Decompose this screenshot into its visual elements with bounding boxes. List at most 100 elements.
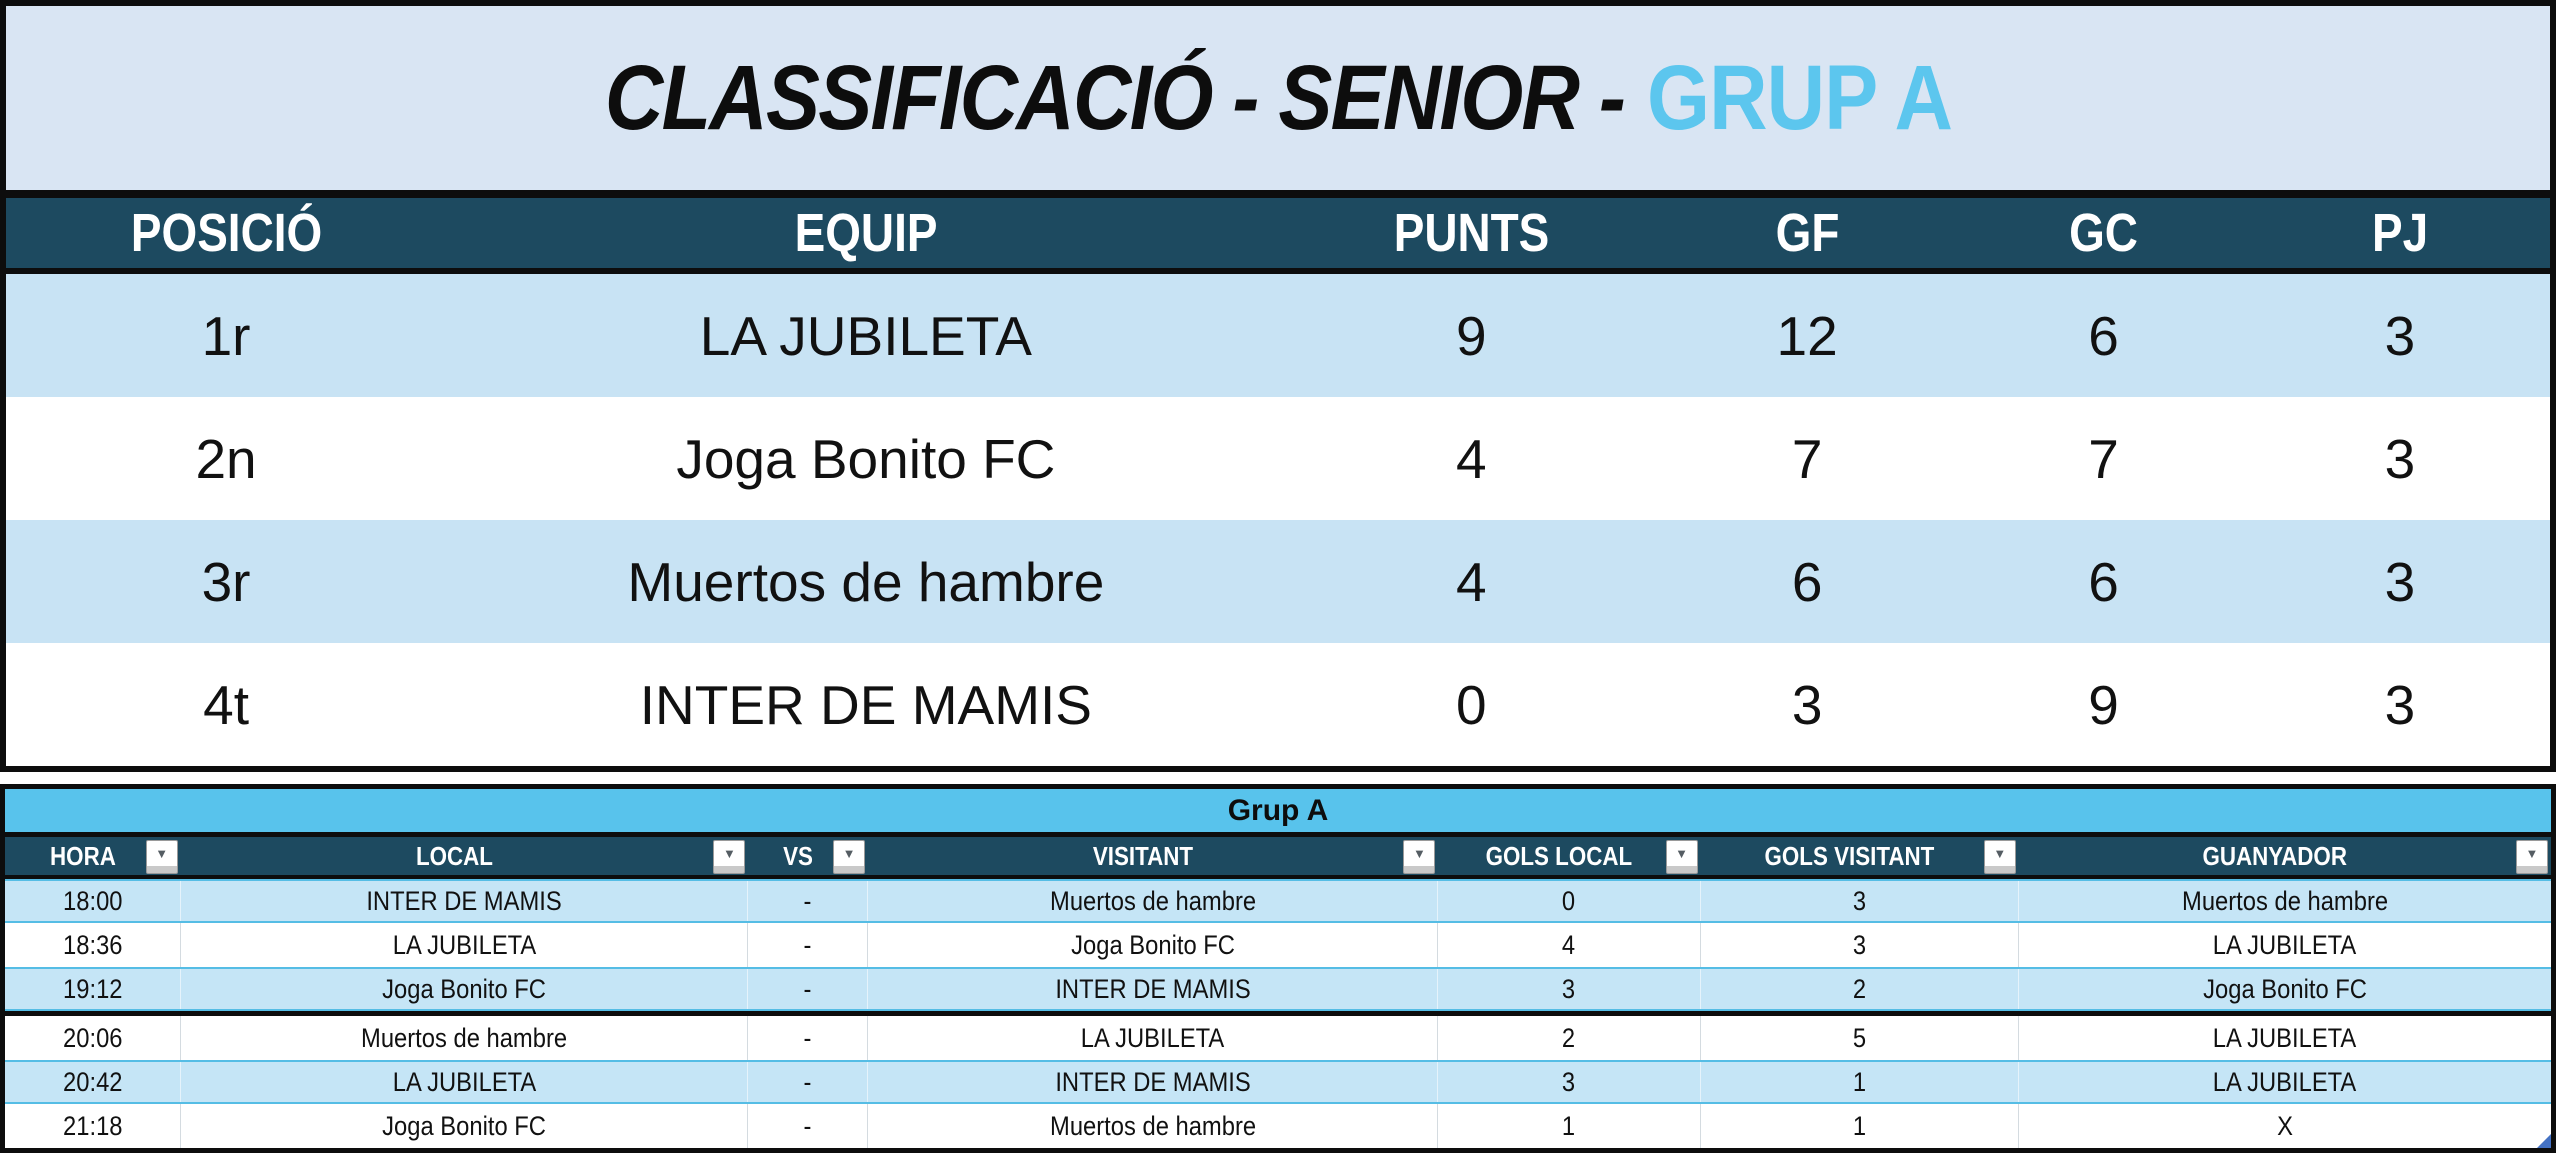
matches-header-vs[interactable]: VS ▼ <box>748 837 868 875</box>
matches-body: 18:00 INTER DE MAMIS - Muertos de hambre… <box>5 879 2551 1148</box>
standings-row-2: 2n Joga Bonito FC 4 7 7 3 <box>6 397 2550 520</box>
cell-winner[interactable]: LA JUBILETA <box>2213 1022 2357 1053</box>
cell-goals-for[interactable]: 3 <box>1791 673 1823 736</box>
cell-winner[interactable]: LA JUBILETA <box>2213 1066 2357 1097</box>
cell-team[interactable]: Joga Bonito FC <box>676 427 1056 490</box>
standings-row-4: 4t INTER DE MAMIS 0 3 9 3 <box>6 643 2550 766</box>
cell-time[interactable]: 18:36 <box>5 923 181 967</box>
cell-goals-against[interactable]: 7 <box>2088 427 2119 490</box>
cell-played[interactable]: 3 <box>2384 550 2416 613</box>
cell-vs[interactable]: - <box>748 923 869 967</box>
cell-vs[interactable]: - <box>748 1016 869 1060</box>
filter-button-visitant[interactable]: ▼ <box>1403 840 1436 874</box>
cell-away-goals[interactable]: 1 <box>1701 1104 2019 1148</box>
cell-home-goals[interactable]: 3 <box>1438 1062 1701 1102</box>
cell-away-team[interactable]: INTER DE MAMIS <box>868 969 1439 1009</box>
matches-header-gols-visitant[interactable]: GOLS VISITANT ▼ <box>1701 837 2019 875</box>
matches-header-visitant[interactable]: VISITANT ▼ <box>868 837 1438 875</box>
cell-home-team[interactable]: INTER DE MAMIS <box>181 881 749 921</box>
match-row-4: 20:06 Muertos de hambre - LA JUBILETA 2 … <box>5 1016 2551 1060</box>
cell-away-team[interactable]: Joga Bonito FC <box>868 923 1439 967</box>
cell-goals-against[interactable]: 9 <box>2088 673 2119 736</box>
cell-winner[interactable]: LA JUBILETA <box>2213 929 2357 960</box>
cell-away-team[interactable]: INTER DE MAMIS <box>868 1062 1439 1102</box>
filter-button-vs[interactable]: ▼ <box>833 840 866 874</box>
standings-header-equip[interactable]: EQUIP <box>794 203 938 263</box>
cell-winner[interactable]: X <box>2276 1110 2293 1141</box>
cell-time[interactable]: 19:12 <box>5 969 181 1009</box>
cell-time[interactable]: 18:00 <box>5 881 181 921</box>
cell-winner[interactable]: Muertos de hambre <box>2181 885 2388 916</box>
cell-position[interactable]: 3r <box>201 550 251 613</box>
filter-button-guanyador[interactable]: ▼ <box>2515 840 2548 874</box>
standings-row-1: 1r LA JUBILETA 9 12 6 3 <box>6 274 2550 397</box>
cell-goals-against[interactable]: 6 <box>2088 550 2119 613</box>
cell-points[interactable]: 4 <box>1456 427 1487 490</box>
cell-time[interactable]: 20:42 <box>5 1062 181 1102</box>
cell-away-team[interactable]: LA JUBILETA <box>868 1016 1439 1060</box>
cell-time[interactable]: 20:06 <box>5 1016 181 1060</box>
cell-goals-for[interactable]: 7 <box>1791 427 1823 490</box>
cell-team[interactable]: Muertos de hambre <box>627 550 1105 613</box>
group-header-cell[interactable]: Grup A <box>5 789 2551 837</box>
cell-home-team[interactable]: LA JUBILETA <box>181 923 749 967</box>
cell-vs[interactable]: - <box>748 969 869 1009</box>
standings-header-punts[interactable]: PUNTS <box>1393 203 1550 263</box>
cell-home-team[interactable]: Muertos de hambre <box>181 1016 749 1060</box>
standings-header-gf[interactable]: GF <box>1775 203 1840 263</box>
cell-home-goals[interactable]: 2 <box>1438 1016 1701 1060</box>
cell-away-goals[interactable]: 3 <box>1701 923 2019 967</box>
cell-away-goals[interactable]: 2 <box>1701 969 2019 1009</box>
chevron-down-icon: ▼ <box>1675 845 1689 861</box>
cell-home-team[interactable]: Joga Bonito FC <box>181 1104 749 1148</box>
cell-home-goals[interactable]: 4 <box>1438 923 1701 967</box>
chevron-down-icon: ▼ <box>842 845 856 861</box>
matches-header-gols-local[interactable]: GOLS LOCAL ▼ <box>1438 837 1700 875</box>
cell-points[interactable]: 0 <box>1456 673 1487 736</box>
cell-position[interactable]: 2n <box>195 427 257 490</box>
cell-home-goals[interactable]: 3 <box>1438 969 1701 1009</box>
cell-home-goals[interactable]: 1 <box>1438 1104 1701 1148</box>
cell-home-team[interactable]: Joga Bonito FC <box>181 969 749 1009</box>
filter-button-gols-local[interactable]: ▼ <box>1665 840 1698 874</box>
cell-vs[interactable]: - <box>748 1062 869 1102</box>
filter-button-local[interactable]: ▼ <box>713 840 746 874</box>
cell-home-team[interactable]: LA JUBILETA <box>181 1062 749 1102</box>
match-row-2: 18:36 LA JUBILETA - Joga Bonito FC 4 3 L… <box>5 923 2551 967</box>
cell-played[interactable]: 3 <box>2384 304 2416 367</box>
cell-home-goals[interactable]: 0 <box>1438 881 1701 921</box>
matches-header-local[interactable]: LOCAL ▼ <box>181 837 749 875</box>
standings-header-gc[interactable]: GC <box>2069 203 2138 263</box>
cell-away-goals[interactable]: 1 <box>1701 1062 2019 1102</box>
standings-header-pj[interactable]: PJ <box>2371 203 2428 263</box>
cell-position[interactable]: 4t <box>203 673 249 736</box>
chevron-down-icon: ▼ <box>155 845 169 861</box>
cell-played[interactable]: 3 <box>2384 673 2416 736</box>
cell-team[interactable]: INTER DE MAMIS <box>639 673 1092 736</box>
match-row-5: 20:42 LA JUBILETA - INTER DE MAMIS 3 1 L… <box>5 1060 2551 1104</box>
cell-goals-for[interactable]: 12 <box>1776 304 1838 367</box>
cell-vs[interactable]: - <box>748 1104 869 1148</box>
cell-time[interactable]: 21:18 <box>5 1104 181 1148</box>
cell-away-goals[interactable]: 5 <box>1701 1016 2019 1060</box>
cell-goals-against[interactable]: 6 <box>2088 304 2119 367</box>
matches-table: Grup A HORA ▼ LOCAL ▼ VS ▼ VISITANT ▼ GO… <box>0 784 2556 1153</box>
cell-goals-for[interactable]: 6 <box>1791 550 1823 613</box>
cell-position[interactable]: 1r <box>201 304 251 367</box>
cell-away-goals[interactable]: 3 <box>1701 881 2019 921</box>
filter-button-gols-visitant[interactable]: ▼ <box>1983 840 2016 874</box>
cell-away-team[interactable]: Muertos de hambre <box>868 1104 1439 1148</box>
cell-points[interactable]: 4 <box>1456 550 1487 613</box>
matches-header-guanyador[interactable]: GUANYADOR ▼ <box>2019 837 2551 875</box>
matches-header-row: HORA ▼ LOCAL ▼ VS ▼ VISITANT ▼ GOLS LOCA… <box>5 837 2551 879</box>
standings-header-posicio[interactable]: POSICIÓ <box>130 203 322 263</box>
cell-played[interactable]: 3 <box>2384 427 2416 490</box>
cell-team[interactable]: LA JUBILETA <box>699 304 1032 367</box>
cell-away-team[interactable]: Muertos de hambre <box>868 881 1439 921</box>
chevron-down-icon: ▼ <box>1412 845 1426 861</box>
cell-points[interactable]: 9 <box>1456 304 1487 367</box>
cell-vs[interactable]: - <box>748 881 869 921</box>
cell-winner[interactable]: Joga Bonito FC <box>2203 973 2367 1004</box>
filter-button-hora[interactable]: ▼ <box>145 840 178 874</box>
matches-header-hora[interactable]: HORA ▼ <box>5 837 181 875</box>
